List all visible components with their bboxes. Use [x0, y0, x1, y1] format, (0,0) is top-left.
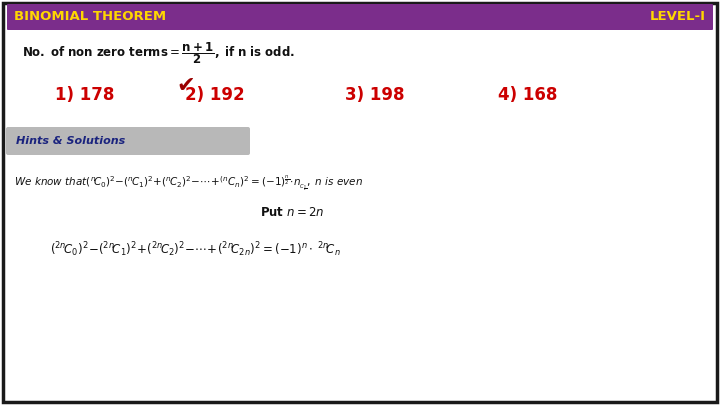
FancyBboxPatch shape: [6, 127, 250, 155]
Text: 4) 168: 4) 168: [498, 86, 557, 104]
FancyBboxPatch shape: [3, 3, 717, 402]
Text: $(^{2n}\!C_{0})^{2}\!-\!(^{2n}\!C_{1})^{2}\!+\!(^{2n}\!C_{2})^{2}\!-\!\cdots\!+\: $(^{2n}\!C_{0})^{2}\!-\!(^{2n}\!C_{1})^{…: [50, 241, 341, 259]
Text: $\mathbf{No.\ of\ non\ zero\ terms} = \dfrac{\mathbf{n+1}}{\mathbf{2}}\mathbf{,\: $\mathbf{No.\ of\ non\ zero\ terms} = \d…: [22, 40, 295, 66]
Text: Hints & Solutions: Hints & Solutions: [16, 136, 125, 146]
Text: $\mathit{\mathbf{Put}\ n = 2n}$: $\mathit{\mathbf{Put}\ n = 2n}$: [260, 207, 325, 220]
Text: BINOMIAL THEOREM: BINOMIAL THEOREM: [14, 11, 166, 23]
FancyBboxPatch shape: [7, 4, 713, 30]
Text: 3) 198: 3) 198: [345, 86, 405, 104]
Text: ✔: ✔: [176, 76, 194, 96]
Text: $\mathit{We\ know\ that}$$\mathit{(^{n}\!C_{0})^{2}\!-\!(^{n}\!C_{1})^{2}\!+\!(^: $\mathit{We\ know\ that}$$\mathit{(^{n}\…: [14, 173, 363, 193]
Text: LEVEL-I: LEVEL-I: [650, 11, 706, 23]
Text: 2) 192: 2) 192: [185, 86, 245, 104]
Text: 1) 178: 1) 178: [55, 86, 114, 104]
